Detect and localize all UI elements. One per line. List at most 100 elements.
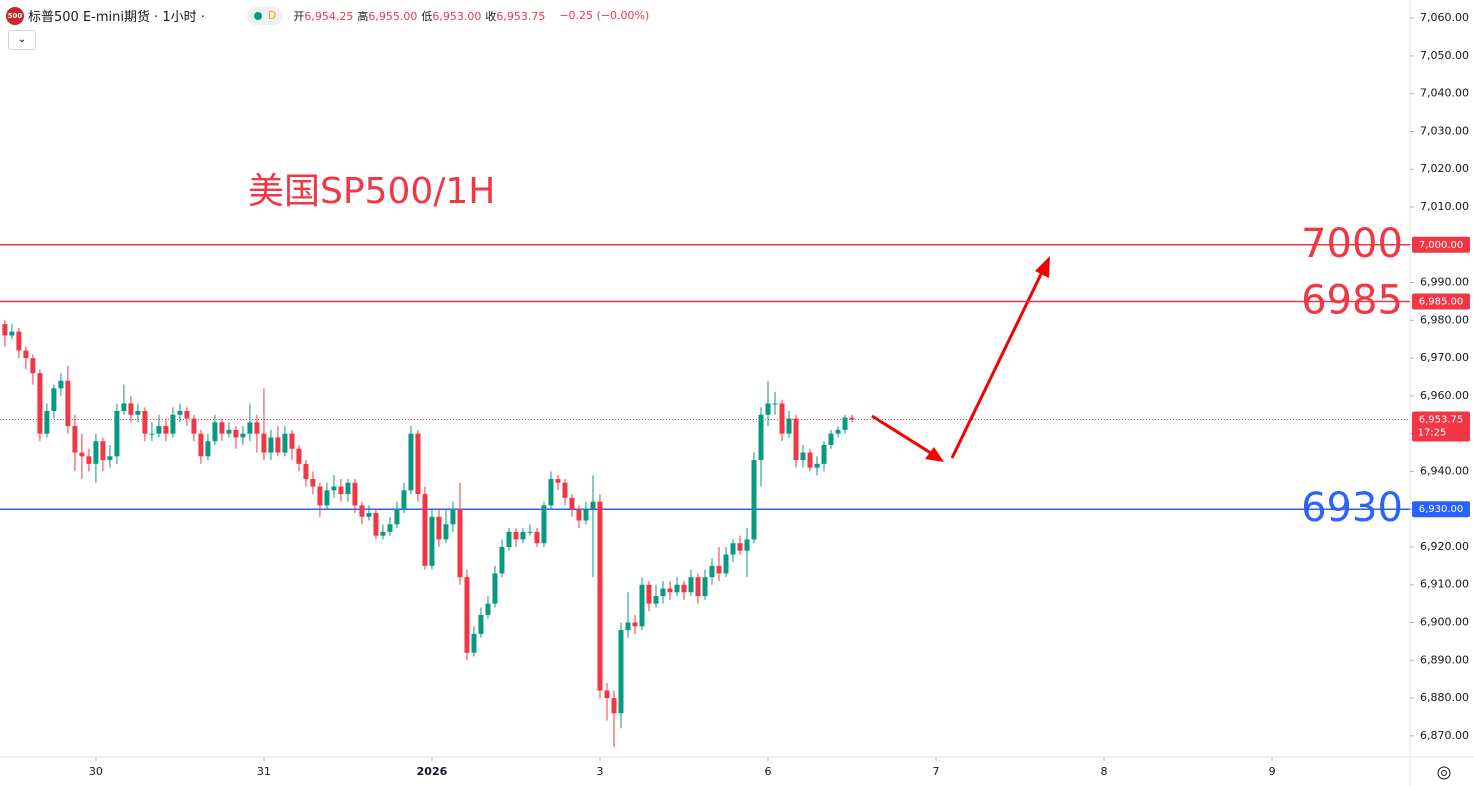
- candle-body: [786, 418, 792, 434]
- last-price-label: 6,953.75: [1419, 414, 1464, 425]
- candle-body: [219, 422, 225, 434]
- y-tick-label: 6,880.00: [1420, 691, 1469, 704]
- candle-body: [730, 543, 736, 555]
- candle-body: [58, 380, 64, 389]
- candle-body: [163, 426, 169, 434]
- symbol-title: 标普500 E-mini期货 · 1小时 ·: [28, 10, 205, 25]
- candle-body: [100, 441, 106, 461]
- status-pill[interactable]: D: [246, 6, 284, 25]
- y-tick-label: 6,900.00: [1420, 616, 1469, 629]
- x-tick-label: 31: [257, 765, 271, 778]
- candle-body: [513, 531, 519, 540]
- candle-body: [674, 584, 680, 593]
- candle-body: [177, 410, 183, 415]
- candle-body: [65, 380, 71, 427]
- y-tick-label: 6,980.00: [1420, 313, 1469, 326]
- candle-body: [695, 577, 701, 597]
- candle-body: [618, 630, 624, 714]
- candle-body: [548, 478, 554, 506]
- candle-body: [324, 490, 330, 506]
- candle-body: [506, 531, 512, 547]
- candle-body: [597, 501, 603, 691]
- y-tick-label: 6,970.00: [1420, 351, 1469, 364]
- candle-body: [233, 429, 239, 438]
- candle-body: [828, 433, 834, 445]
- symbol-icon: 500: [6, 6, 24, 25]
- candle-body: [471, 633, 477, 653]
- candle-body: [282, 433, 288, 453]
- settings-icon[interactable]: [1437, 766, 1451, 780]
- y-tick-label: 7,030.00: [1420, 124, 1469, 137]
- candle-body: [422, 494, 428, 566]
- candle-body: [303, 463, 309, 479]
- candle-body: [793, 418, 799, 461]
- candle-body: [240, 433, 246, 438]
- ohlc-value: 6,955.00: [368, 9, 418, 23]
- candle-body: [681, 584, 687, 593]
- y-tick-label: 6,910.00: [1420, 578, 1469, 591]
- candle-body: [44, 410, 50, 434]
- candle-body: [590, 501, 596, 510]
- candle-body: [639, 584, 645, 627]
- level-annotation: 7000: [1301, 221, 1403, 267]
- candle-body: [520, 531, 526, 540]
- last-price-badge: [1412, 411, 1470, 442]
- x-tick-label: 6: [765, 765, 772, 778]
- y-tick-label: 7,020.00: [1420, 162, 1469, 175]
- candle-body: [16, 331, 22, 351]
- candle-body: [632, 622, 638, 627]
- level-badge: [1412, 293, 1470, 310]
- candle-body: [149, 433, 155, 435]
- candle-body: [415, 433, 421, 495]
- candle-body: [51, 388, 57, 411]
- candle-body: [205, 441, 211, 457]
- candle-body: [352, 482, 358, 506]
- level-badge: [1412, 501, 1470, 518]
- y-tick-label: 7,060.00: [1420, 11, 1469, 24]
- x-tick-label: 30: [89, 765, 103, 778]
- candle-body: [135, 410, 141, 415]
- candle-body: [247, 422, 253, 434]
- candle-body: [9, 331, 15, 336]
- candle-body: [184, 410, 190, 419]
- chart-title: 美国SP500/1H: [248, 171, 495, 212]
- candle-body: [114, 410, 120, 457]
- ohlc-key: 收: [485, 9, 497, 23]
- candle-body: [191, 418, 197, 434]
- ohlc-key: 开: [293, 9, 305, 23]
- y-tick-label: 6,920.00: [1420, 540, 1469, 553]
- candle-body: [107, 456, 113, 461]
- ohlc-key: 高: [357, 9, 369, 23]
- level-badge-label: 6,930.00: [1419, 504, 1464, 515]
- candle-body: [93, 441, 99, 464]
- candle-body: [723, 554, 729, 574]
- y-tick-label: 7,050.00: [1420, 49, 1469, 62]
- candle-body: [492, 573, 498, 604]
- candle-body: [408, 433, 414, 491]
- y-tick-label: 6,890.00: [1420, 653, 1469, 666]
- level-badge: [1412, 236, 1470, 253]
- y-tick-label: 6,990.00: [1420, 276, 1469, 289]
- candle-body: [849, 417, 855, 420]
- y-tick-label: 7,010.00: [1420, 200, 1469, 213]
- candle-body: [464, 577, 470, 653]
- candle-body: [366, 512, 372, 517]
- candle-body: [394, 509, 400, 525]
- candle-body: [702, 577, 708, 597]
- candle-body: [562, 482, 568, 498]
- y-tick-label: 6,870.00: [1420, 729, 1469, 742]
- change: −0.25 (−0.00%): [559, 9, 650, 22]
- candle-body: [457, 509, 463, 578]
- candle-body: [345, 482, 351, 495]
- collapse-button[interactable]: ⌄: [8, 30, 36, 50]
- candle-body: [807, 452, 813, 468]
- candle-body: [450, 509, 456, 525]
- candle-body: [569, 497, 575, 510]
- candle-body: [30, 358, 36, 374]
- forecast-arrow: [871, 256, 1050, 462]
- candle-body: [744, 539, 750, 551]
- candle-body: [779, 403, 785, 434]
- candle-body: [310, 478, 316, 487]
- candle-body: [765, 403, 771, 415]
- ohlc: 开6,954.25 高6,955.00 低6,953.00 收6,953.75: [293, 8, 549, 24]
